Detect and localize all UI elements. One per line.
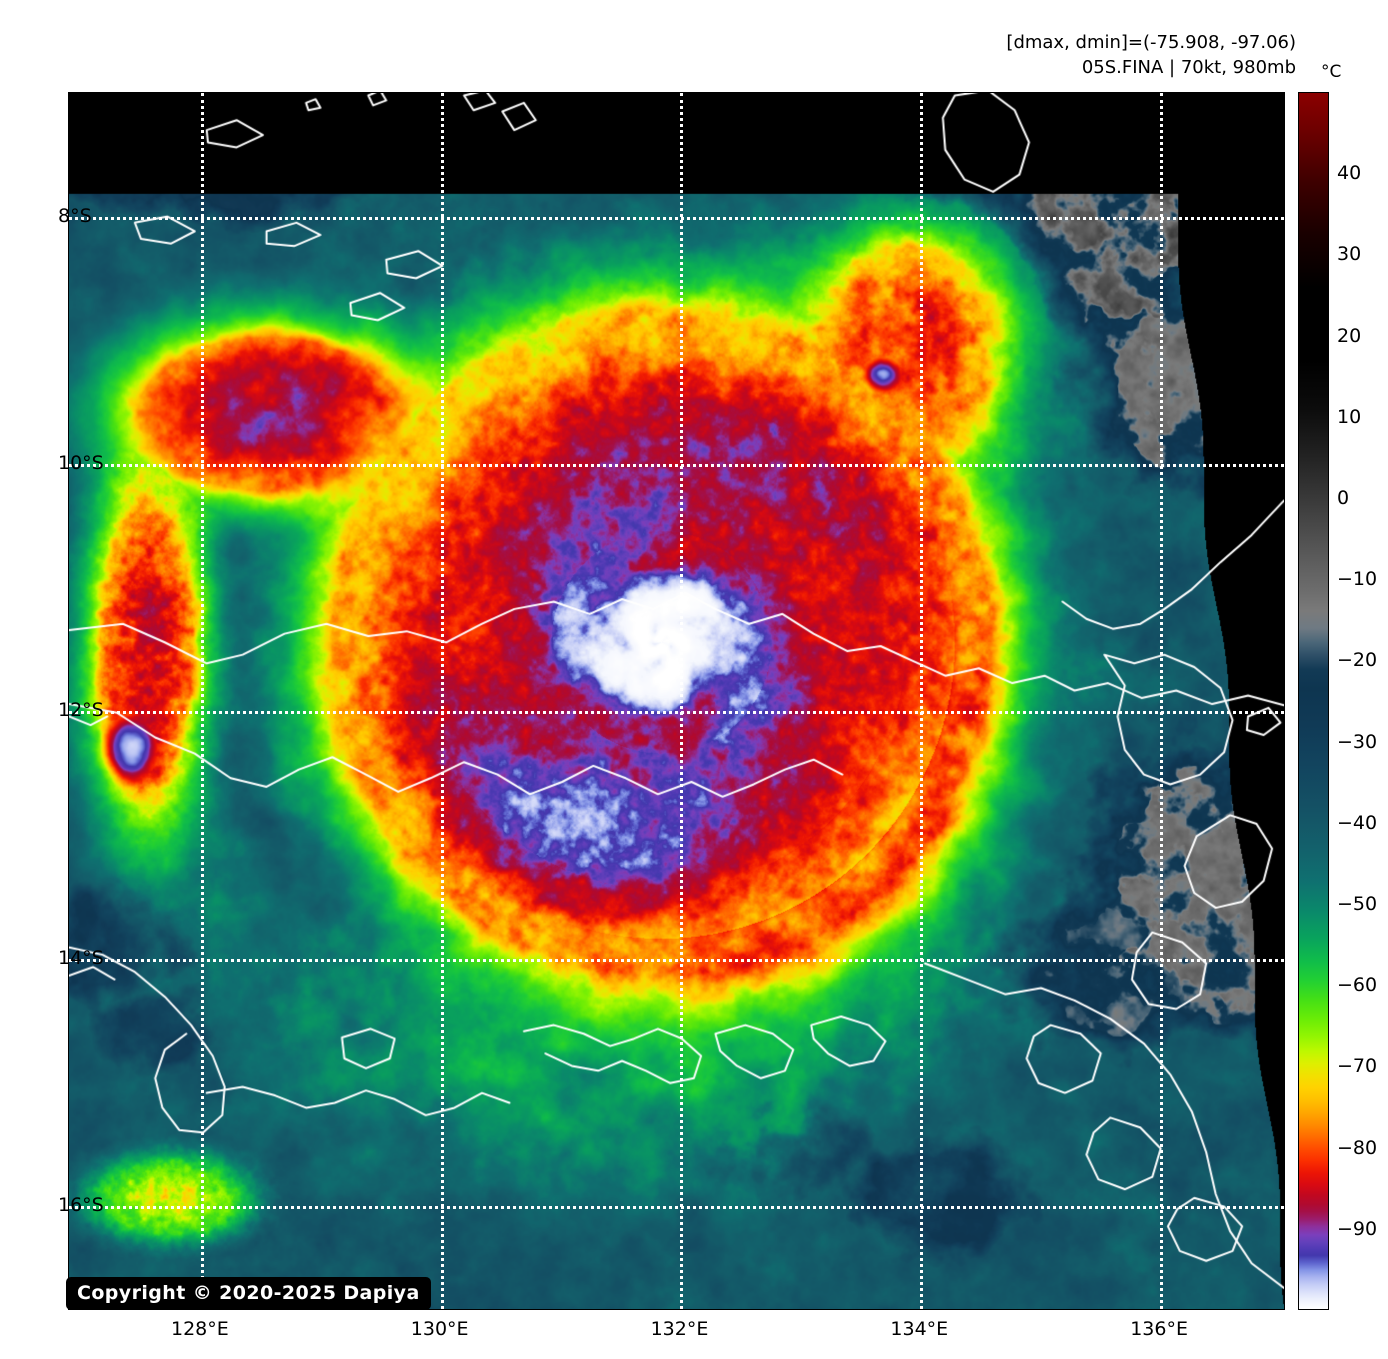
satellite-image-plot[interactable]: [68, 92, 1285, 1310]
colorbar-tick-label: 20: [1337, 324, 1362, 347]
colorbar-tick-label: −80: [1337, 1136, 1378, 1159]
storm-info-label: 05S.FINA | 70kt, 980mb: [1081, 57, 1296, 78]
colorbar-gradient: [1299, 93, 1328, 1309]
colorbar-tick-label: −50: [1337, 893, 1378, 915]
data-minmax-label: [dmax, dmin]=(-75.908, -97.06): [1006, 32, 1296, 53]
x-axis-tick-label: 136°E: [1130, 1318, 1188, 1340]
colorbar-tick-label: 30: [1337, 243, 1362, 266]
x-axis-tick-label: 128°E: [171, 1318, 229, 1340]
y-axis-tick-label: 10°S: [58, 451, 104, 474]
colorbar-tick-label: −60: [1337, 974, 1378, 997]
y-axis-tick-label: 16°S: [58, 1193, 104, 1216]
colorbar-unit-label: °C: [1321, 62, 1342, 82]
y-axis-tick-label: 12°S: [58, 699, 104, 722]
colorbar-tick-label: 0: [1337, 487, 1350, 509]
colorbar-tick-label: −90: [1337, 1217, 1378, 1240]
colorbar-tick-label: −10: [1337, 568, 1378, 591]
x-axis-tick-label: 134°E: [890, 1318, 949, 1340]
y-axis-tick-label: 8°S: [58, 204, 92, 227]
colorbar-tick-label: −20: [1337, 649, 1378, 672]
colorbar-tick-label: 40: [1337, 162, 1362, 185]
header-metadata: [dmax, dmin]=(-75.908, -97.06) 05S.FINA …: [736, 30, 1296, 80]
colorbar-tick-label: 10: [1337, 405, 1362, 428]
x-axis-tick-label: 132°E: [650, 1318, 709, 1340]
colorbar-tick-label: −30: [1337, 730, 1378, 753]
copyright-watermark: Copyright © 2020-2025 Dapiya: [66, 1277, 431, 1310]
satellite-ir-raster: [69, 93, 1284, 1309]
x-axis-tick-label: 130°E: [410, 1318, 469, 1340]
colorbar-tick-label: −40: [1337, 811, 1378, 834]
y-axis-tick-label: 14°S: [58, 946, 104, 969]
colorbar[interactable]: [1298, 92, 1329, 1310]
colorbar-tick-label: −70: [1337, 1055, 1378, 1078]
